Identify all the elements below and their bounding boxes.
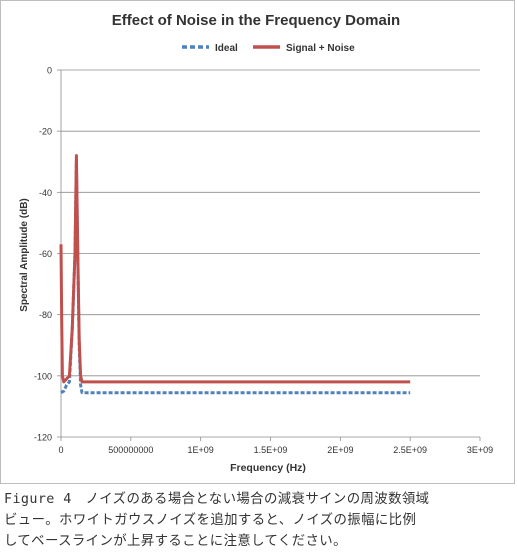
y-tick-label: 0	[47, 66, 52, 76]
caption-line: Figure 4 ノイズのある場合とない場合の減衰サインの周波数領域	[4, 492, 430, 507]
x-tick-label: 3E+09	[467, 445, 493, 455]
x-tick-label: 1E+09	[188, 445, 214, 455]
chart-title: Effect of Noise in the Frequency Domain	[112, 12, 400, 29]
y-axis-label: Spectral Amplitude (dB)	[19, 198, 30, 312]
x-tick-label: 0	[58, 445, 63, 455]
series-line-signal-noise	[59, 154, 411, 384]
series-line-ideal	[60, 160, 411, 395]
y-tick-label: -100	[34, 371, 52, 381]
tick-labels: 0 -20 -40 -60 -80 -100 -120 0 500000000 1E+09 1.5E…	[34, 66, 493, 456]
chart-frame: Effect of Noise in the Frequency Domain …	[0, 0, 515, 484]
y-tick-label: -40	[39, 188, 52, 198]
x-tick-label: 2E+09	[327, 445, 353, 455]
chart: Effect of Noise in the Frequency Domain …	[19, 12, 493, 474]
x-tick-label: 1.5E+09	[254, 445, 288, 455]
caption-line: ビュー。ホワイトガウスノイズを追加すると、ノイズの振幅に比例	[4, 513, 417, 528]
legend-label-signal-noise: Signal + Noise	[286, 43, 355, 54]
x-tick-label: 2.5E+09	[393, 445, 427, 455]
figure-caption: Figure 4 ノイズのある場合とない場合の減衰サインの周波数領域 ビュー。ホ…	[4, 489, 514, 552]
grid	[61, 69, 480, 377]
caption-line: してベースラインが上昇することに注意してください。	[4, 534, 347, 549]
y-tick-label: -120	[34, 433, 52, 443]
y-tick-label: -60	[39, 249, 52, 259]
legend-label-ideal: Ideal	[215, 43, 238, 54]
y-tick-label: -20	[39, 127, 52, 137]
x-tick-label: 500000000	[108, 445, 153, 455]
y-tick-label: -80	[39, 310, 52, 320]
axes	[57, 69, 481, 441]
x-axis-label: Frequency (Hz)	[230, 462, 306, 474]
legend: Ideal Signal + Noise	[182, 43, 355, 54]
series	[59, 154, 411, 395]
